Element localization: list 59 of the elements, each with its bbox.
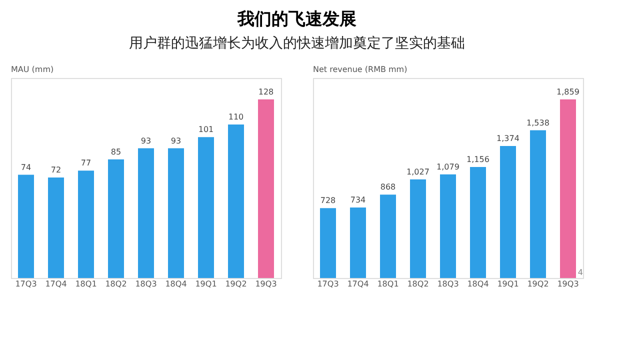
x-tick-label: 18Q2 — [407, 280, 429, 288]
bar — [78, 170, 94, 278]
x-tick-label: 17Q3 — [317, 280, 339, 288]
data-label: 868 — [380, 182, 396, 192]
bar — [440, 174, 456, 278]
chart-title: 我们的飞速发展 — [236, 10, 356, 30]
bar — [168, 148, 184, 278]
bar — [530, 130, 546, 278]
data-label: 1,538 — [526, 118, 550, 128]
data-label: 1,027 — [406, 167, 430, 176]
bar — [228, 124, 244, 278]
bar — [560, 99, 576, 278]
bar — [380, 194, 396, 278]
x-tick-label: 19Q2 — [527, 280, 549, 288]
x-tick-label: 19Q1 — [195, 280, 217, 288]
data-label: 1,374 — [496, 134, 520, 144]
annotation: 4 — [578, 268, 583, 277]
data-label: 110 — [228, 112, 244, 122]
x-tick-label: 17Q4 — [347, 280, 369, 288]
bar — [350, 207, 366, 278]
x-tick-label: 18Q2 — [105, 280, 127, 288]
bar — [48, 178, 64, 278]
x-tick-label: 17Q4 — [45, 280, 67, 288]
bar — [470, 166, 486, 278]
bar — [18, 174, 34, 278]
data-label: 85 — [110, 147, 122, 156]
x-tick-label: 18Q4 — [165, 280, 187, 288]
y-axis-title: Net revenue (RMB mm) — [313, 65, 408, 74]
x-tick-label: 19Q3 — [557, 280, 579, 288]
x-tick-label: 19Q1 — [497, 280, 519, 288]
bar — [198, 137, 214, 278]
data-label: 728 — [320, 196, 336, 206]
bar — [500, 146, 516, 278]
bar — [108, 159, 124, 278]
x-tick-label: 19Q3 — [255, 280, 277, 288]
x-tick-label: 17Q3 — [15, 280, 37, 288]
x-tick-label: 19Q2 — [225, 280, 247, 288]
bar — [410, 179, 426, 278]
y-axis-title: MAU (mm) — [11, 65, 54, 74]
x-tick-label: 18Q3 — [437, 280, 459, 288]
data-label: 77 — [80, 158, 92, 168]
x-tick-label: 18Q1 — [75, 280, 97, 288]
data-label: 1,079 — [436, 162, 460, 172]
data-label: 74 — [20, 162, 32, 172]
x-tick-label: 18Q1 — [377, 280, 399, 288]
x-tick-label: 18Q4 — [467, 280, 489, 288]
data-label: 72 — [50, 166, 62, 175]
bar — [320, 208, 336, 278]
data-label: 93 — [140, 136, 152, 146]
chart-subtitle: 用户群的迅猛增长为收入的快速增加奠定了坚实的基础 — [129, 36, 465, 52]
bar — [138, 148, 154, 278]
bar — [258, 99, 274, 278]
x-tick-label: 18Q3 — [135, 280, 157, 288]
data-label: 101 — [198, 125, 214, 134]
data-label: 1,156 — [466, 154, 490, 164]
data-label: 1,859 — [556, 87, 580, 96]
data-label: 734 — [350, 195, 366, 204]
data-label: 128 — [258, 87, 274, 96]
data-label: 93 — [170, 136, 182, 146]
